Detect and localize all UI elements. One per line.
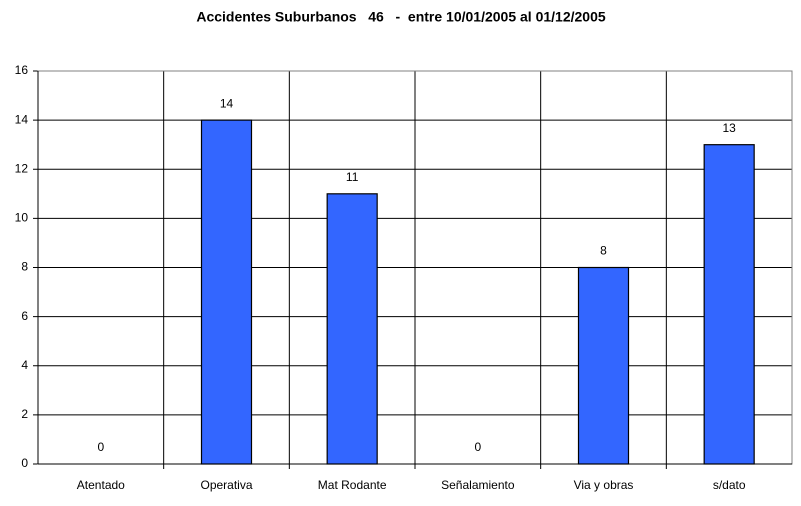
y-tick-label: 2 bbox=[21, 407, 28, 421]
y-tick-label: 12 bbox=[15, 161, 29, 175]
value-label: 13 bbox=[722, 121, 736, 135]
x-tick-label: Operativa bbox=[200, 478, 252, 492]
y-tick-label: 10 bbox=[15, 211, 29, 225]
chart-title: Accidentes Suburbanos 46 - entre 10/01/2… bbox=[196, 9, 606, 25]
x-tick-label: Via y obras bbox=[574, 478, 634, 492]
y-tick-label: 6 bbox=[21, 309, 28, 323]
value-label: 0 bbox=[474, 440, 481, 454]
value-label: 11 bbox=[346, 170, 359, 184]
value-label: 8 bbox=[600, 244, 607, 258]
bar bbox=[200, 119, 253, 465]
x-tick-label: Mat Rodante bbox=[318, 478, 387, 492]
x-tick-label: s/dato bbox=[713, 478, 746, 492]
x-tick-label: Atentado bbox=[77, 478, 125, 492]
y-tick-label: 4 bbox=[21, 358, 28, 372]
y-tick-label: 8 bbox=[21, 260, 28, 274]
y-tick-label: 0 bbox=[21, 456, 28, 470]
x-tick-label: Señalamiento bbox=[441, 478, 515, 492]
value-label: 0 bbox=[97, 440, 104, 454]
bar bbox=[703, 144, 755, 465]
y-tick-label: 14 bbox=[15, 112, 29, 126]
y-tick-label: 16 bbox=[15, 63, 29, 77]
bar bbox=[577, 266, 630, 465]
value-label: 14 bbox=[220, 96, 234, 110]
bar bbox=[326, 193, 378, 465]
